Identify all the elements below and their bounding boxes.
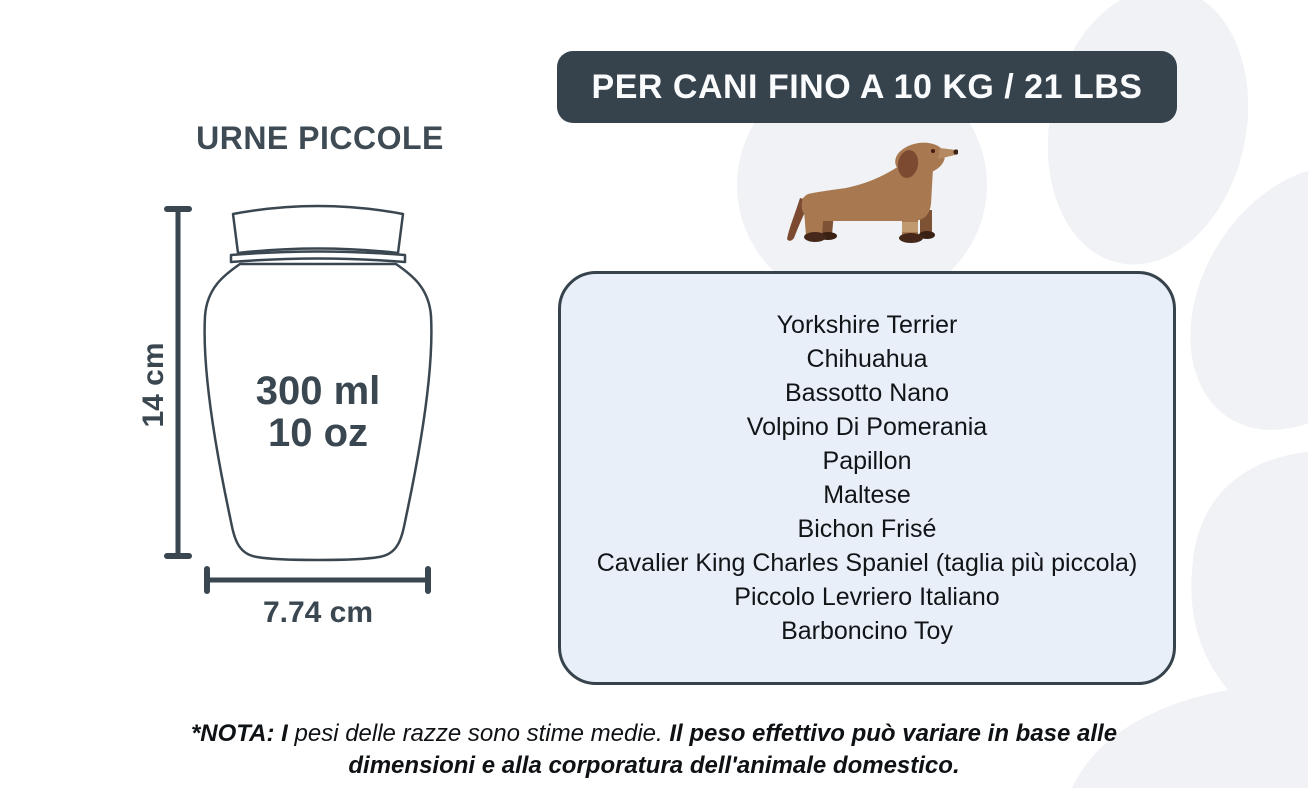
breed-item: Bassotto Nano (785, 379, 949, 407)
footnote-bold-tail: Il peso effettivo può variare in base al… (348, 720, 1118, 779)
urn-height-label: 14 cm (137, 342, 170, 428)
breed-item: Yorkshire Terrier (776, 311, 958, 339)
urn-width-label: 7.74 cm (262, 596, 374, 629)
breed-item: Barboncino Toy (781, 617, 953, 645)
breed-item: Maltese (823, 481, 911, 509)
capacity-oz: 10 oz (267, 411, 369, 455)
breed-item: Piccolo Levriero Italiano (734, 583, 1000, 611)
urn-body (203, 262, 433, 562)
dachshund-icon (787, 142, 958, 243)
footnote-regular: pesi delle razze sono stime medie. (287, 720, 670, 747)
urn-lid (231, 204, 405, 255)
page-title: URNE PICCOLE (196, 120, 444, 156)
footnote-bold-lead: *NOTA: I (190, 720, 288, 747)
breed-item: Volpino Di Pomerania (746, 413, 988, 441)
weight-class-badge: PER CANI FINO A 10 KG / 21 LBS (557, 51, 1177, 123)
breed-item: Cavalier King Charles Spaniel (taglia pi… (596, 549, 1138, 577)
width-measure-line (204, 566, 431, 594)
urn-capacity: 300 ml 10 oz (198, 370, 438, 454)
footnote: *NOTA: I pesi delle razze sono stime med… (174, 718, 1134, 782)
breed-item: Papillon (822, 447, 912, 475)
breed-item: Bichon Frisé (797, 515, 937, 543)
urn-rim (229, 250, 407, 264)
breed-item: Chihuahua (806, 345, 928, 373)
capacity-ml: 300 ml (255, 369, 381, 413)
height-measure-line (164, 206, 192, 559)
urn-outline-icon (164, 204, 433, 594)
breed-list-panel: Yorkshire Terrier Chihuahua Bassotto Nan… (558, 271, 1176, 685)
